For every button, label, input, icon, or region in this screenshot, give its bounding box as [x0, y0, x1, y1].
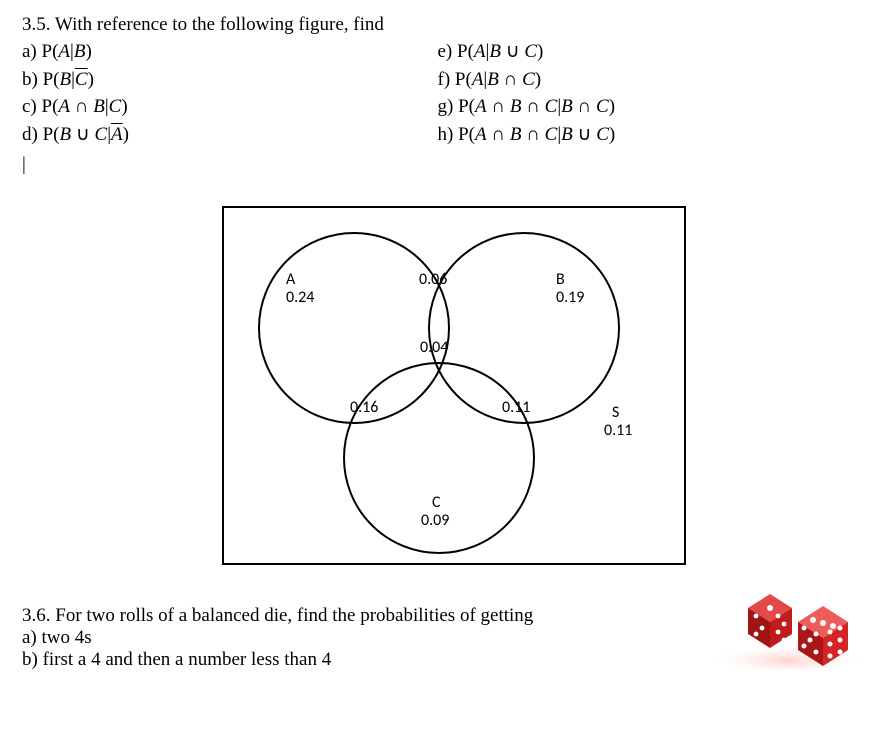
venn-circle-b [429, 233, 619, 423]
q36-b: b) first a 4 and then a number less than… [22, 649, 683, 671]
dice-image [710, 576, 865, 671]
venn-circle-a [259, 233, 449, 423]
venn-box: A 0.24 B 0.19 0.06 0.04 0.16 0.11 C 0.09… [222, 206, 686, 565]
venn-label-b-val: 0.19 [556, 288, 584, 307]
venn-label-b-name: B [556, 270, 565, 289]
q35-c: c) P(A ∩ B|C) [22, 93, 438, 121]
q35-a: a) P(A|B) [22, 38, 438, 66]
venn-label-s-val: 0.11 [604, 421, 632, 440]
page: 3.5. With reference to the following fig… [0, 0, 875, 701]
venn-label-c-name: C [432, 493, 441, 512]
venn-label-s-name: S [612, 403, 619, 422]
venn-label-a-name: A [286, 270, 295, 289]
q36-intro: 3.6. For two rolls of a balanced die, fi… [22, 605, 683, 627]
venn-svg [224, 208, 684, 563]
q35-d: d) P(B ∪ C|A) [22, 121, 438, 149]
venn-container: A 0.24 B 0.19 0.06 0.04 0.16 0.11 C 0.09… [222, 206, 853, 565]
q35-intro: 3.5. With reference to the following fig… [22, 14, 853, 36]
q35-columns: a) P(A|B) b) P(B|C) c) P(A ∩ B|C) d) P(B… [22, 38, 853, 148]
venn-label-c-val: 0.09 [421, 511, 449, 530]
venn-label-a-val: 0.24 [286, 288, 314, 307]
venn-label-abc: 0.04 [420, 338, 448, 357]
dice-svg [710, 576, 865, 671]
q35-left-col: a) P(A|B) b) P(B|C) c) P(A ∩ B|C) d) P(B… [22, 38, 438, 148]
q36-a: a) two 4s [22, 627, 683, 649]
q35-e: e) P(A|B ∪ C) [438, 38, 854, 66]
q35-h: h) P(A ∩ B ∩ C|B ∪ C) [438, 121, 854, 149]
venn-label-bc: 0.11 [502, 398, 530, 417]
venn-label-ab: 0.06 [419, 270, 447, 289]
venn-label-ac: 0.16 [350, 398, 378, 417]
text-cursor: | [22, 154, 853, 176]
q35-g: g) P(A ∩ B ∩ C|B ∩ C) [438, 93, 854, 121]
q35-right-col: e) P(A|B ∪ C) f) P(A|B ∩ C) g) P(A ∩ B ∩… [438, 38, 854, 148]
q35-b: b) P(B|C) [22, 66, 438, 94]
q35-f: f) P(A|B ∩ C) [438, 66, 854, 94]
